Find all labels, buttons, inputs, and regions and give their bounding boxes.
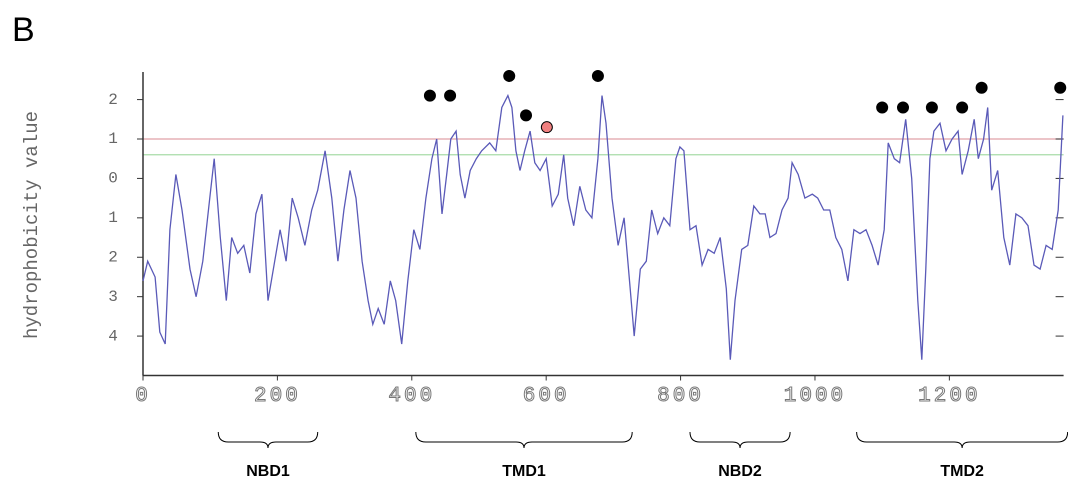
x-tick-label: 1000 — [784, 385, 846, 408]
panel-label: B — [12, 11, 35, 49]
y-tick-label: 2 — [108, 248, 118, 266]
domain-label: TMD1 — [502, 463, 546, 480]
y-tick-label: 4 — [108, 327, 118, 345]
x-tick-label: 600 — [523, 385, 570, 408]
marker-dot — [956, 101, 969, 114]
domain-brace — [415, 431, 633, 449]
marker-dot — [896, 101, 909, 114]
marker-dot — [503, 69, 516, 82]
domain-brace — [856, 431, 1068, 449]
domain-brace — [689, 431, 791, 449]
x-tick-label: 0 — [135, 385, 151, 408]
marker-dot — [540, 121, 553, 134]
y-tick-label: 0 — [108, 170, 118, 188]
x-tick-label: 800 — [657, 385, 704, 408]
marker-dot — [1054, 81, 1067, 94]
marker-dot — [876, 101, 889, 114]
marker-dot — [925, 101, 938, 114]
y-axis-label: hydrophobicity value — [21, 111, 43, 339]
marker-dot — [520, 109, 533, 122]
marker-dot — [591, 69, 604, 82]
marker-dot — [975, 81, 988, 94]
x-tick-label: 200 — [254, 385, 301, 408]
x-tick-label: 400 — [388, 385, 435, 408]
domain-label: NBD1 — [246, 463, 290, 480]
y-tick-label: 1 — [108, 130, 118, 148]
x-tick-label: 1200 — [918, 385, 980, 408]
marker-dot — [444, 89, 457, 102]
y-tick-label: 3 — [108, 288, 118, 306]
y-tick-label: 1 — [108, 209, 118, 227]
domain-brace — [217, 431, 319, 449]
marker-dot — [423, 89, 436, 102]
domain-label: TMD2 — [940, 463, 984, 480]
y-tick-label: 2 — [108, 91, 118, 109]
domain-label: NBD2 — [718, 463, 762, 480]
hydrophobicity-line — [142, 93, 1064, 360]
